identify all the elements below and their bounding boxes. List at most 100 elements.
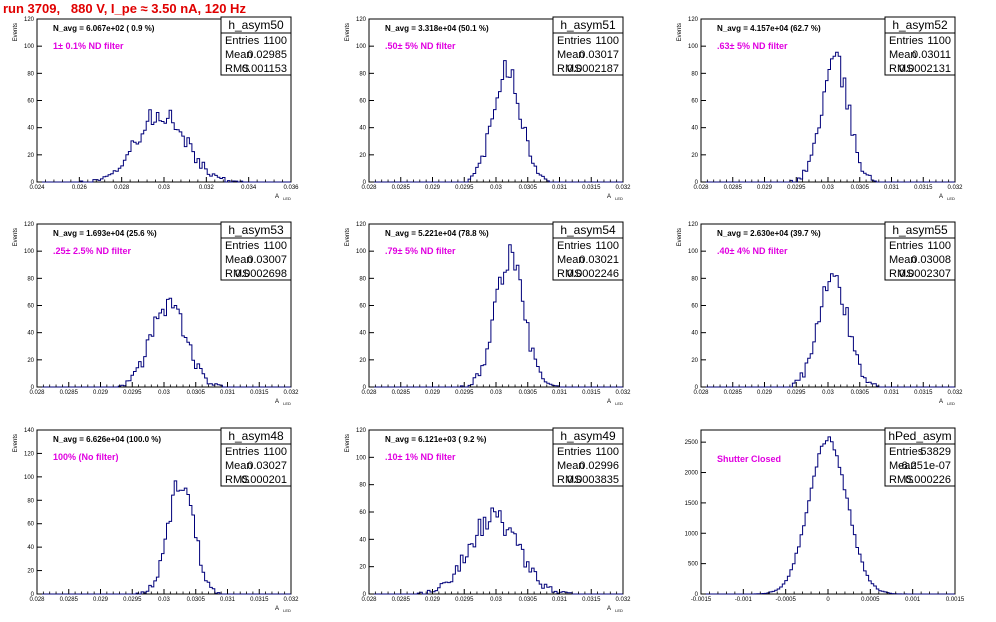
y-axis-label: Events [13, 228, 19, 246]
histogram-h-asym49: 0.028 0.0285 0.029 0.0295 0.03 0.0305 0.031 0.0… [345, 427, 631, 613]
histogram-h-asym54: 0.028 0.0285 0.029 0.0295 0.03 0.0305 0.031 0.0… [345, 221, 631, 406]
histogram-name: h_asym54 [560, 223, 616, 237]
y-tick-label: 60 [691, 99, 698, 105]
histogram-name: h_asym49 [560, 429, 616, 443]
x-tick-label: 0.03 [158, 390, 170, 396]
stats-mean-value: 0.02985 [247, 49, 287, 61]
x-tick-label: 0.031 [884, 185, 900, 191]
filter-label: 1± 0.1% ND filter [53, 41, 124, 51]
y-tick-label: 60 [359, 304, 366, 310]
x-tick-label: 0.031 [220, 597, 236, 603]
y-tick-label: 40 [27, 545, 34, 551]
x-tick-label: 0.029 [425, 390, 441, 396]
stats-rms-label: RMS [225, 268, 249, 280]
y-axis-label: Events [677, 228, 683, 246]
x-tick-label: 0.0305 [187, 390, 206, 396]
y-tick-label: 80 [359, 483, 366, 489]
histogram-line [369, 507, 623, 595]
histogram-h-asym52: 0.028 0.0285 0.029 0.0295 0.03 0.0305 0.031 0.0… [677, 16, 963, 201]
stats-entries-value: 53829 [920, 446, 951, 458]
y-tick-label: 0 [363, 180, 367, 186]
histogram-line [701, 436, 955, 595]
y-axis-label: Events [345, 23, 351, 41]
stats-rms-label: RMS [557, 268, 581, 280]
x-tick-label: 0.0285 [392, 185, 411, 191]
y-tick-label: 100 [688, 249, 699, 255]
y-tick-label: 40 [27, 126, 34, 132]
navg-label: N_avg = 6.067e+02 ( 0.9 %) [53, 24, 155, 33]
y-tick-label: 80 [691, 276, 698, 282]
x-tick-label: 0.0315 [250, 390, 269, 396]
y-tick-label: 100 [356, 249, 367, 255]
stats-box [884, 221, 956, 281]
y-tick-label: 500 [688, 562, 699, 568]
y-tick-label: 120 [356, 428, 367, 434]
x-tick-label: 0.0285 [60, 597, 79, 603]
x-tick-label: -0.0015 [691, 597, 712, 603]
stats-rms-value: 0.0002246 [567, 268, 619, 280]
y-tick-label: 20 [27, 358, 34, 364]
stats-entries-value: 1100 [595, 240, 619, 252]
x-tick-label: 0.03 [822, 185, 834, 191]
stats-mean-value: 0.03008 [911, 254, 951, 266]
x-tick-label: 0.0295 [455, 597, 474, 603]
filter-label: 100% (No filter) [53, 452, 119, 462]
histogram-h-asym48: 0.028 0.0285 0.029 0.0295 0.03 0.0305 0.031 0.0… [13, 427, 299, 613]
x-tick-label: 0.032 [283, 390, 299, 396]
histogram-name: hPed_asym [888, 429, 951, 443]
y-tick-label: 40 [359, 537, 366, 543]
y-tick-label: 100 [24, 475, 35, 481]
x-tick-label: 0.034 [241, 185, 257, 191]
histogram-h-asym55: 0.028 0.0285 0.029 0.0295 0.03 0.0305 0.031 0.0… [677, 221, 963, 406]
y-tick-label: 0 [31, 385, 35, 391]
x-tick-label: 0.032 [615, 185, 631, 191]
y-tick-label: 0 [363, 385, 367, 391]
y-tick-label: 80 [359, 276, 366, 282]
y-axis-label: Events [13, 23, 19, 41]
x-axis-label: A [275, 399, 279, 405]
x-tick-label: 0.03 [490, 390, 502, 396]
x-tick-label: 0.031 [552, 597, 568, 603]
x-axis-label: A [939, 399, 943, 405]
y-tick-label: 60 [27, 304, 34, 310]
stats-entries-label: Entries [889, 446, 924, 458]
stats-mean-label: Mean [889, 49, 917, 61]
stats-rms-label: RMS [225, 474, 249, 486]
y-tick-label: 2000 [685, 471, 699, 477]
y-tick-label: 80 [691, 71, 698, 77]
x-axis-label: A [275, 606, 279, 612]
stats-entries-label: Entries [557, 240, 592, 252]
y-tick-label: 60 [359, 510, 366, 516]
x-axis-label-sub: LED [283, 608, 291, 613]
stats-box [220, 221, 292, 281]
filter-label: .63± 5% ND filter [717, 41, 788, 51]
x-axis-label: A [939, 194, 943, 200]
stats-rms-label: RMS [889, 63, 913, 75]
stats-mean-label: Mean [557, 460, 585, 472]
stats-rms-value: 0.0002187 [567, 63, 619, 75]
x-tick-label: 0.0315 [582, 390, 601, 396]
x-tick-label: 0.001 [905, 597, 921, 603]
y-tick-label: 40 [691, 126, 698, 132]
histogram-name: h_asym55 [892, 223, 948, 237]
y-tick-label: 0 [31, 592, 35, 598]
y-tick-label: 140 [24, 428, 35, 434]
x-tick-label: 0.032 [615, 390, 631, 396]
stats-mean-value: 0.03021 [579, 254, 619, 266]
x-tick-label: 0.024 [29, 185, 45, 191]
y-tick-label: 0 [695, 592, 699, 598]
stats-rms-value: 0.0002131 [899, 63, 951, 75]
filter-label: .25± 2.5% ND filter [53, 246, 131, 256]
y-tick-label: 80 [27, 71, 34, 77]
x-tick-label: 0.029 [93, 390, 109, 396]
y-tick-label: 60 [27, 522, 34, 528]
stats-box [220, 16, 292, 76]
x-tick-label: 0.0015 [946, 597, 965, 603]
stats-mean-value: 0.02996 [579, 460, 619, 472]
histogram-h-asym51: 0.028 0.0285 0.029 0.0295 0.03 0.0305 0.031 0.0… [345, 16, 631, 201]
histogram-h-asym53: 0.028 0.0285 0.029 0.0295 0.03 0.0305 0.031 0.0… [13, 221, 299, 406]
y-tick-label: 120 [688, 17, 699, 23]
x-tick-label: 0.028 [114, 185, 130, 191]
x-tick-label: -0.001 [735, 597, 753, 603]
